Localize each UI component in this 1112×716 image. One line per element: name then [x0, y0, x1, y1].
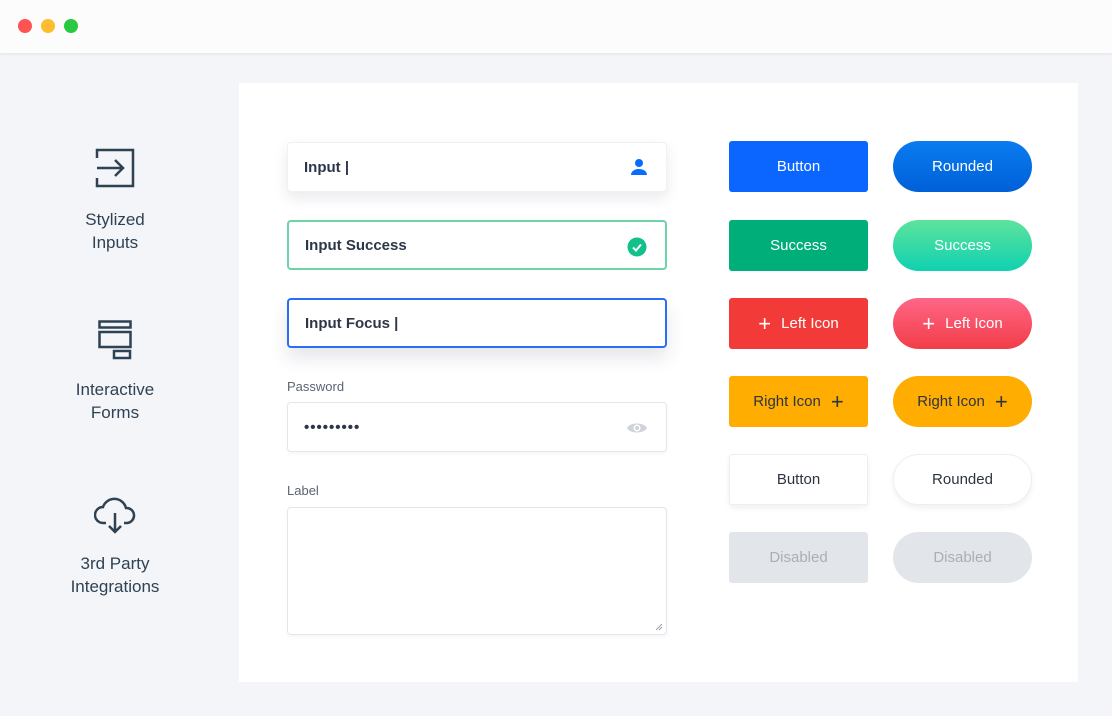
- success-rounded-button[interactable]: Success: [893, 220, 1032, 271]
- minimize-window-button[interactable]: [41, 19, 55, 33]
- button-label: Rounded: [932, 158, 993, 175]
- success-input[interactable]: Input Success: [287, 220, 667, 270]
- right-icon-rounded-button[interactable]: Right Icon +: [893, 376, 1032, 427]
- right-icon-button[interactable]: Right Icon +: [729, 376, 868, 427]
- user-icon: [631, 159, 647, 175]
- input-value: Input Success: [305, 236, 407, 254]
- basic-input[interactable]: Input |: [287, 142, 667, 192]
- sidebar-label: Inputs: [91, 233, 139, 252]
- maximize-window-button[interactable]: [64, 19, 78, 33]
- button-label: Left Icon: [945, 315, 1003, 332]
- close-window-button[interactable]: [18, 19, 32, 33]
- input-value: Input |: [304, 158, 350, 176]
- button-label: Right Icon: [753, 393, 821, 410]
- outline-button[interactable]: Button: [729, 454, 868, 505]
- cloud-download-icon: [94, 497, 136, 534]
- success-button[interactable]: Success: [729, 220, 868, 271]
- sidebar-item-stylized-inputs[interactable]: Stylized Inputs: [40, 148, 190, 254]
- disabled-button: Disabled: [729, 532, 868, 583]
- button-label: Success: [770, 237, 827, 254]
- button-label: Disabled: [769, 549, 828, 566]
- sidebar-label: Integrations: [70, 577, 160, 596]
- sidebar-label: Forms: [90, 403, 140, 422]
- textarea[interactable]: [287, 507, 667, 635]
- sidebar-item-3rd-party-integrations[interactable]: 3rd Party Integrations: [40, 494, 190, 598]
- eye-icon[interactable]: [626, 419, 648, 437]
- button-label: Success: [934, 237, 991, 254]
- title-bar: [0, 0, 1112, 53]
- check-circle-icon: [627, 237, 647, 257]
- sidebar-label: Stylized: [85, 210, 145, 229]
- plus-icon: +: [922, 310, 936, 336]
- button-label: Rounded: [932, 471, 993, 488]
- resize-handle-icon[interactable]: [655, 623, 663, 631]
- form-layout-icon: [98, 320, 132, 360]
- left-icon-rounded-button[interactable]: + Left Icon: [893, 298, 1032, 349]
- button-label: Disabled: [933, 549, 992, 566]
- sign-in-icon: [95, 148, 135, 188]
- primary-rounded-button[interactable]: Rounded: [893, 141, 1032, 192]
- left-icon-button[interactable]: + Left Icon: [729, 298, 868, 349]
- plus-icon: +: [830, 388, 844, 414]
- password-label: Password: [287, 379, 345, 394]
- button-label: Button: [776, 471, 821, 488]
- button-label: Left Icon: [781, 315, 839, 332]
- plus-icon: +: [758, 310, 772, 336]
- button-label: Button: [776, 158, 821, 175]
- input-value: Input Focus |: [305, 314, 399, 332]
- focus-input[interactable]: Input Focus |: [287, 298, 667, 348]
- sidebar-item-interactive-forms[interactable]: Interactive Forms: [40, 320, 190, 424]
- primary-button[interactable]: Button: [729, 141, 868, 192]
- textarea-label: Label: [287, 483, 319, 498]
- sidebar-label: Interactive: [75, 380, 155, 399]
- password-input[interactable]: •••••••••: [287, 402, 667, 452]
- input-value: •••••••••: [304, 418, 361, 436]
- button-label: Right Icon: [917, 393, 985, 410]
- disabled-rounded-button: Disabled: [893, 532, 1032, 583]
- plus-icon: +: [994, 388, 1008, 414]
- sidebar-label: 3rd Party: [80, 554, 150, 573]
- outline-rounded-button[interactable]: Rounded: [893, 454, 1032, 505]
